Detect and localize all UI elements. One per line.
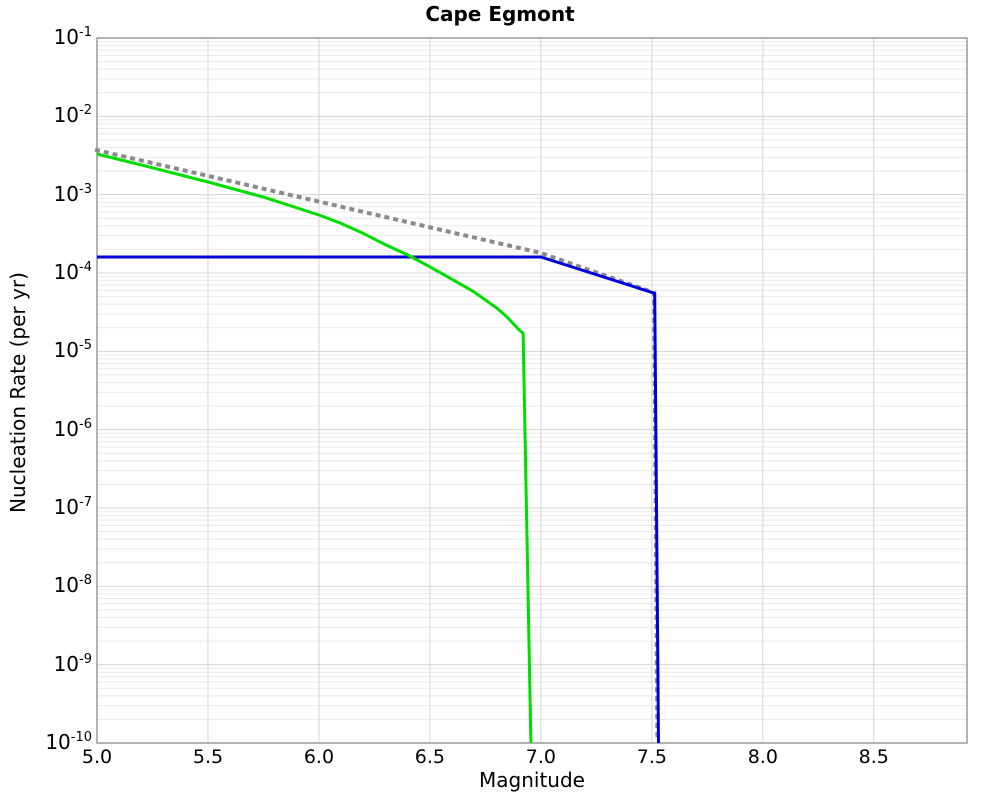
y-tick-exponent: -4 <box>79 260 92 275</box>
y-tick-base: 10 <box>53 651 80 676</box>
series-green-solid-line <box>96 152 533 744</box>
x-tick-label: 7.5 <box>636 746 667 768</box>
y-tick-label: 10-1 <box>0 25 92 51</box>
y-tick-label: 10-4 <box>0 260 92 286</box>
y-tick-exponent: -1 <box>79 25 92 40</box>
x-tick-label: 5.5 <box>192 746 224 768</box>
y-tick-base: 10 <box>53 25 80 49</box>
y-tick-exponent: -8 <box>79 573 92 589</box>
x-tick-label: 8.5 <box>858 746 889 768</box>
plot-frame <box>96 37 968 744</box>
x-tick-label: 5.0 <box>81 746 113 768</box>
y-tick-label: 10-9 <box>0 651 92 678</box>
y-tick-base: 10 <box>53 260 80 284</box>
y-tick-label: 10-2 <box>0 103 92 129</box>
y-tick-base: 10 <box>53 338 80 363</box>
y-tick-exponent: -7 <box>79 495 92 510</box>
chart-title: Cape Egmont <box>425 2 575 26</box>
y-tick-exponent: -2 <box>79 103 92 119</box>
y-tick-exponent: -3 <box>79 181 92 197</box>
y-tick-base: 10 <box>53 181 80 206</box>
y-tick-label: 10-3 <box>0 181 92 208</box>
y-tick-exponent: -6 <box>79 416 92 432</box>
x-tick-label: 6.5 <box>414 746 446 768</box>
y-tick-base: 10 <box>45 730 71 754</box>
y-tick-label: 10-6 <box>0 416 92 443</box>
x-tick-label: 8.0 <box>747 746 778 768</box>
x-tick-label: 6.0 <box>303 746 335 768</box>
y-tick-exponent: -5 <box>79 338 92 354</box>
y-tick-base: 10 <box>53 573 80 598</box>
x-tick-label: 7.0 <box>525 746 556 768</box>
y-tick-exponent: -10 <box>70 730 92 745</box>
x-axis-label: Magnitude <box>479 768 585 792</box>
y-tick-base: 10 <box>53 495 80 519</box>
series-blue-solid-line <box>97 255 660 744</box>
y-tick-base: 10 <box>53 103 80 128</box>
y-tick-exponent: -9 <box>79 651 92 667</box>
y-tick-base: 10 <box>53 416 80 441</box>
y-tick-label: 10-10 <box>0 730 92 756</box>
y-tick-label: 10-7 <box>0 495 92 521</box>
y-tick-label: 10-5 <box>0 338 92 364</box>
y-tick-label: 10-8 <box>0 573 92 599</box>
